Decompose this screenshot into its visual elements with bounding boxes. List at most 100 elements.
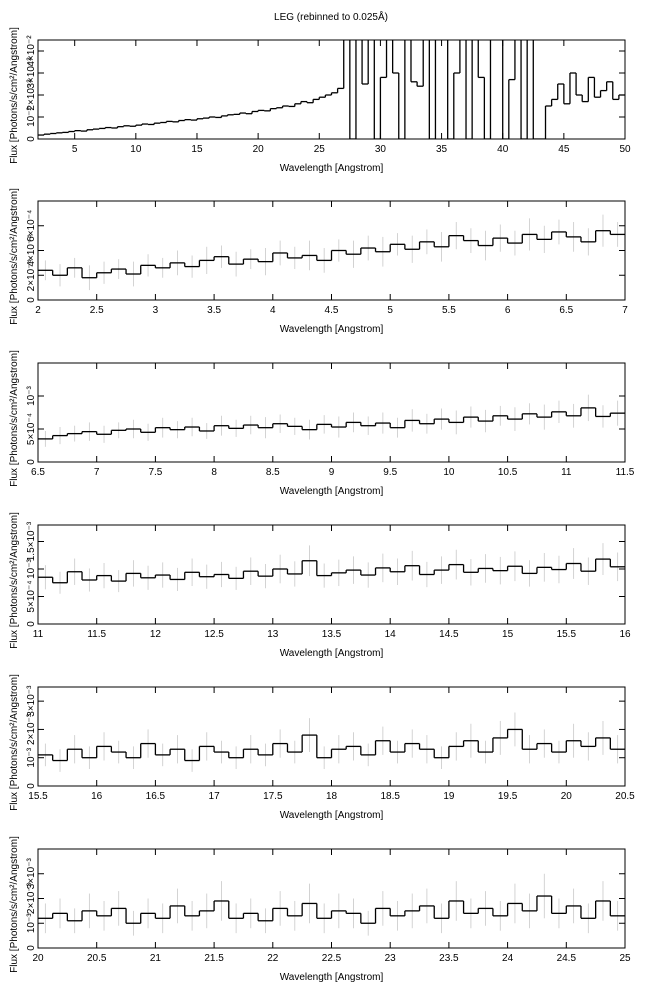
x-axis-title: Wavelength [Angstrom] xyxy=(280,648,384,659)
y-tick-label: 2×10⁻² xyxy=(26,79,37,111)
x-tick-label: 15.5 xyxy=(28,791,48,802)
plot-area xyxy=(38,40,625,139)
x-tick-label: 25 xyxy=(314,144,326,155)
x-tick-label: 4 xyxy=(270,305,276,316)
x-tick-label: 22 xyxy=(267,953,279,964)
y-axis-title: Flux [Photons/s/cm²/Angstrom] xyxy=(9,512,20,649)
x-tick-label: 20 xyxy=(32,953,44,964)
x-tick-label: 17.5 xyxy=(263,791,283,802)
y-tick-label: 0 xyxy=(26,621,37,627)
y-tick-label: 0 xyxy=(26,459,37,465)
x-tick-label: 23.5 xyxy=(439,953,459,964)
x-tick-label: 5.5 xyxy=(442,305,456,316)
x-tick-label: 19.5 xyxy=(498,791,518,802)
step-connectors xyxy=(52,559,611,583)
x-tick-label: 23 xyxy=(385,953,397,964)
y-tick-label: 2×10⁻³ xyxy=(26,882,37,914)
y-tick-label: 4×10⁻⁴ xyxy=(26,234,37,266)
x-tick-label: 5 xyxy=(72,144,78,155)
x-tick-label: 21.5 xyxy=(204,953,224,964)
y-tick-label: 3×10⁻³ xyxy=(26,858,37,890)
x-tick-label: 11 xyxy=(33,629,44,640)
x-tick-label: 5 xyxy=(387,305,393,316)
x-tick-label: 7.5 xyxy=(148,467,162,478)
x-tick-label: 16 xyxy=(91,791,103,802)
x-tick-label: 20.5 xyxy=(87,953,107,964)
step-connectors xyxy=(52,729,611,761)
y-tick-label: 3×10⁻² xyxy=(26,57,37,89)
x-tick-label: 10 xyxy=(443,467,455,478)
x-tick-label: 6 xyxy=(505,305,511,316)
x-tick-label: 20.5 xyxy=(615,791,635,802)
x-axis-title: Wavelength [Angstrom] xyxy=(280,324,384,335)
y-tick-label: 4×10⁻² xyxy=(26,35,37,67)
step-connectors xyxy=(52,407,611,439)
x-tick-label: 9.5 xyxy=(383,467,397,478)
x-axis-title: Wavelength [Angstrom] xyxy=(280,163,384,174)
x-tick-label: 8 xyxy=(211,467,217,478)
x-tick-label: 6.5 xyxy=(559,305,573,316)
x-tick-label: 13.5 xyxy=(322,629,342,640)
x-tick-label: 17 xyxy=(209,791,221,802)
x-tick-label: 16 xyxy=(619,629,631,640)
y-tick-label: 5×10⁻⁴ xyxy=(26,580,37,612)
plot-area xyxy=(38,712,625,772)
x-tick-label: 2.5 xyxy=(90,305,104,316)
x-tick-label: 7 xyxy=(94,467,100,478)
x-tick-label: 18.5 xyxy=(380,791,400,802)
y-tick-label: 0 xyxy=(26,297,37,303)
x-tick-label: 16.5 xyxy=(146,791,166,802)
x-tick-label: 3 xyxy=(153,305,159,316)
x-tick-label: 12.5 xyxy=(204,629,224,640)
x-tick-label: 8.5 xyxy=(266,467,280,478)
y-tick-label: 0 xyxy=(26,783,37,789)
x-tick-label: 24 xyxy=(502,953,514,964)
step-connectors xyxy=(52,230,611,278)
x-tick-label: 2 xyxy=(35,305,41,316)
figure-title: LEG (rebinned to 0.025Å) xyxy=(274,10,388,23)
x-axis-title: Wavelength [Angstrom] xyxy=(280,486,384,497)
y-tick-label: 10⁻³ xyxy=(26,913,37,933)
y-tick-label: 2×10⁻⁴ xyxy=(26,259,37,291)
x-tick-label: 20 xyxy=(253,144,265,155)
y-tick-label: 2×10⁻³ xyxy=(26,713,37,745)
x-tick-label: 25 xyxy=(619,953,631,964)
x-tick-label: 20 xyxy=(561,791,573,802)
y-tick-label: 1.5×10⁻³ xyxy=(26,521,37,561)
x-tick-label: 3.5 xyxy=(207,305,221,316)
y-axis-title: Flux [Photons/s/cm²/Angstrom] xyxy=(9,188,20,325)
axes-frame xyxy=(37,39,626,140)
plot-area xyxy=(38,214,625,291)
y-tick-label: 3×10⁻³ xyxy=(26,685,37,717)
x-tick-label: 15 xyxy=(502,629,514,640)
y-tick-label: 10⁻³ xyxy=(26,558,37,578)
y-axis-title: Flux [Photons/s/cm²/Angstrom] xyxy=(9,350,20,487)
x-axis-title: Wavelength [Angstrom] xyxy=(280,810,384,821)
x-tick-label: 18 xyxy=(326,791,338,802)
x-tick-label: 40 xyxy=(497,144,509,155)
x-tick-label: 35 xyxy=(436,144,448,155)
y-axis-title: Flux [Photons/s/cm²/Angstrom] xyxy=(9,836,20,973)
x-tick-label: 4.5 xyxy=(325,305,339,316)
plot-area xyxy=(38,394,625,447)
x-tick-label: 50 xyxy=(619,144,631,155)
x-tick-label: 24.5 xyxy=(557,953,577,964)
y-tick-label: 10⁻³ xyxy=(26,385,37,405)
x-tick-label: 11.5 xyxy=(616,467,635,478)
x-tick-label: 11 xyxy=(561,467,572,478)
x-tick-label: 21 xyxy=(150,953,162,964)
y-tick-label: 10⁻³ xyxy=(26,747,37,767)
x-tick-label: 9 xyxy=(329,467,335,478)
x-tick-label: 13 xyxy=(267,629,279,640)
y-axis-title: Flux [Photons/s/cm²/Angstrom] xyxy=(9,27,20,164)
x-tick-label: 6.5 xyxy=(31,467,45,478)
x-tick-label: 45 xyxy=(558,144,570,155)
x-tick-label: 10 xyxy=(130,144,142,155)
x-tick-label: 30 xyxy=(375,144,387,155)
plot-area xyxy=(38,873,625,936)
x-tick-label: 7 xyxy=(622,305,628,316)
y-tick-label: 5×10⁻⁴ xyxy=(26,413,37,445)
plot-area xyxy=(38,543,625,594)
